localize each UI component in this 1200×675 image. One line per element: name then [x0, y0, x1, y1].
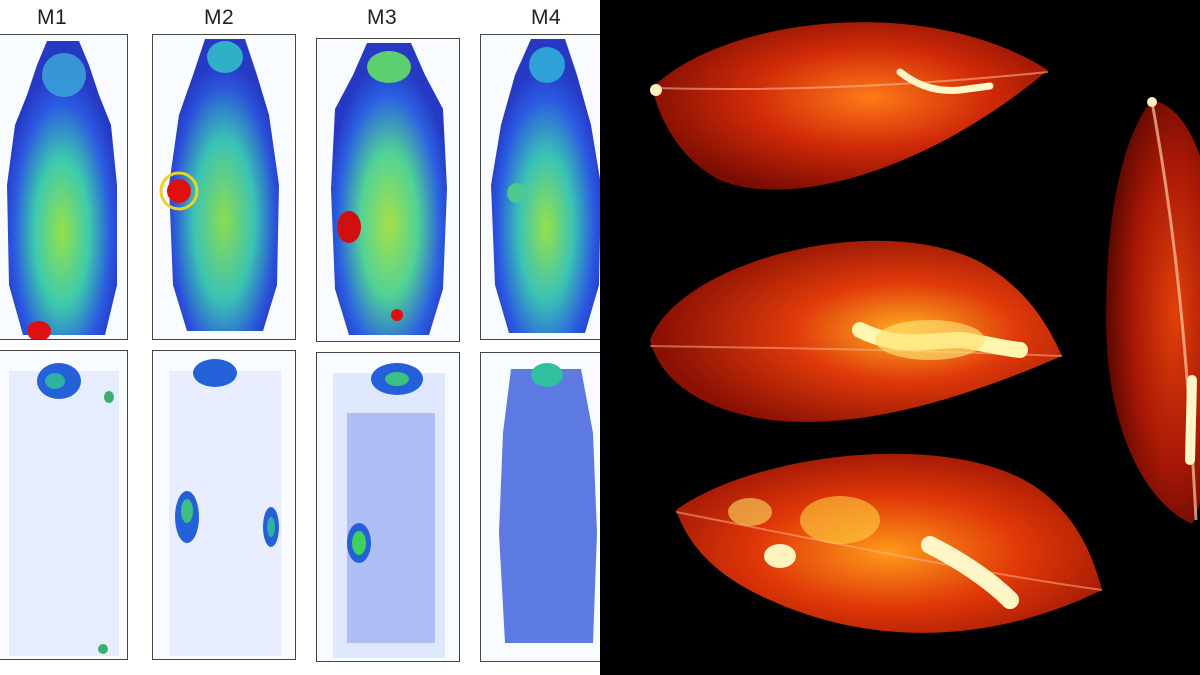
mouse-label-m2: M2	[204, 6, 235, 29]
mouse-label-m4: M4	[531, 6, 562, 29]
mouse-imaging-panel: M1 M2 M3 M4	[0, 6, 600, 662]
leaf-bottom	[675, 453, 1103, 633]
m1-top-image	[0, 34, 128, 340]
leaf-right	[1106, 97, 1200, 524]
leaf-image	[649, 22, 1200, 633]
m2-bottom-image	[152, 350, 296, 660]
m4-bottom-image	[480, 352, 600, 662]
m1-bottom-image	[0, 350, 128, 660]
leaf-fluorescence-panel	[600, 0, 1200, 675]
leaf-middle	[649, 240, 1063, 422]
m3-top-image	[316, 38, 460, 342]
leaf-top	[650, 22, 1049, 190]
m4-top-image	[480, 34, 600, 340]
mouse-label-m3: M3	[367, 6, 398, 29]
m3-bottom-image	[316, 352, 460, 662]
mouse-label-m1: M1	[37, 6, 68, 29]
m2-top-image	[152, 34, 296, 340]
